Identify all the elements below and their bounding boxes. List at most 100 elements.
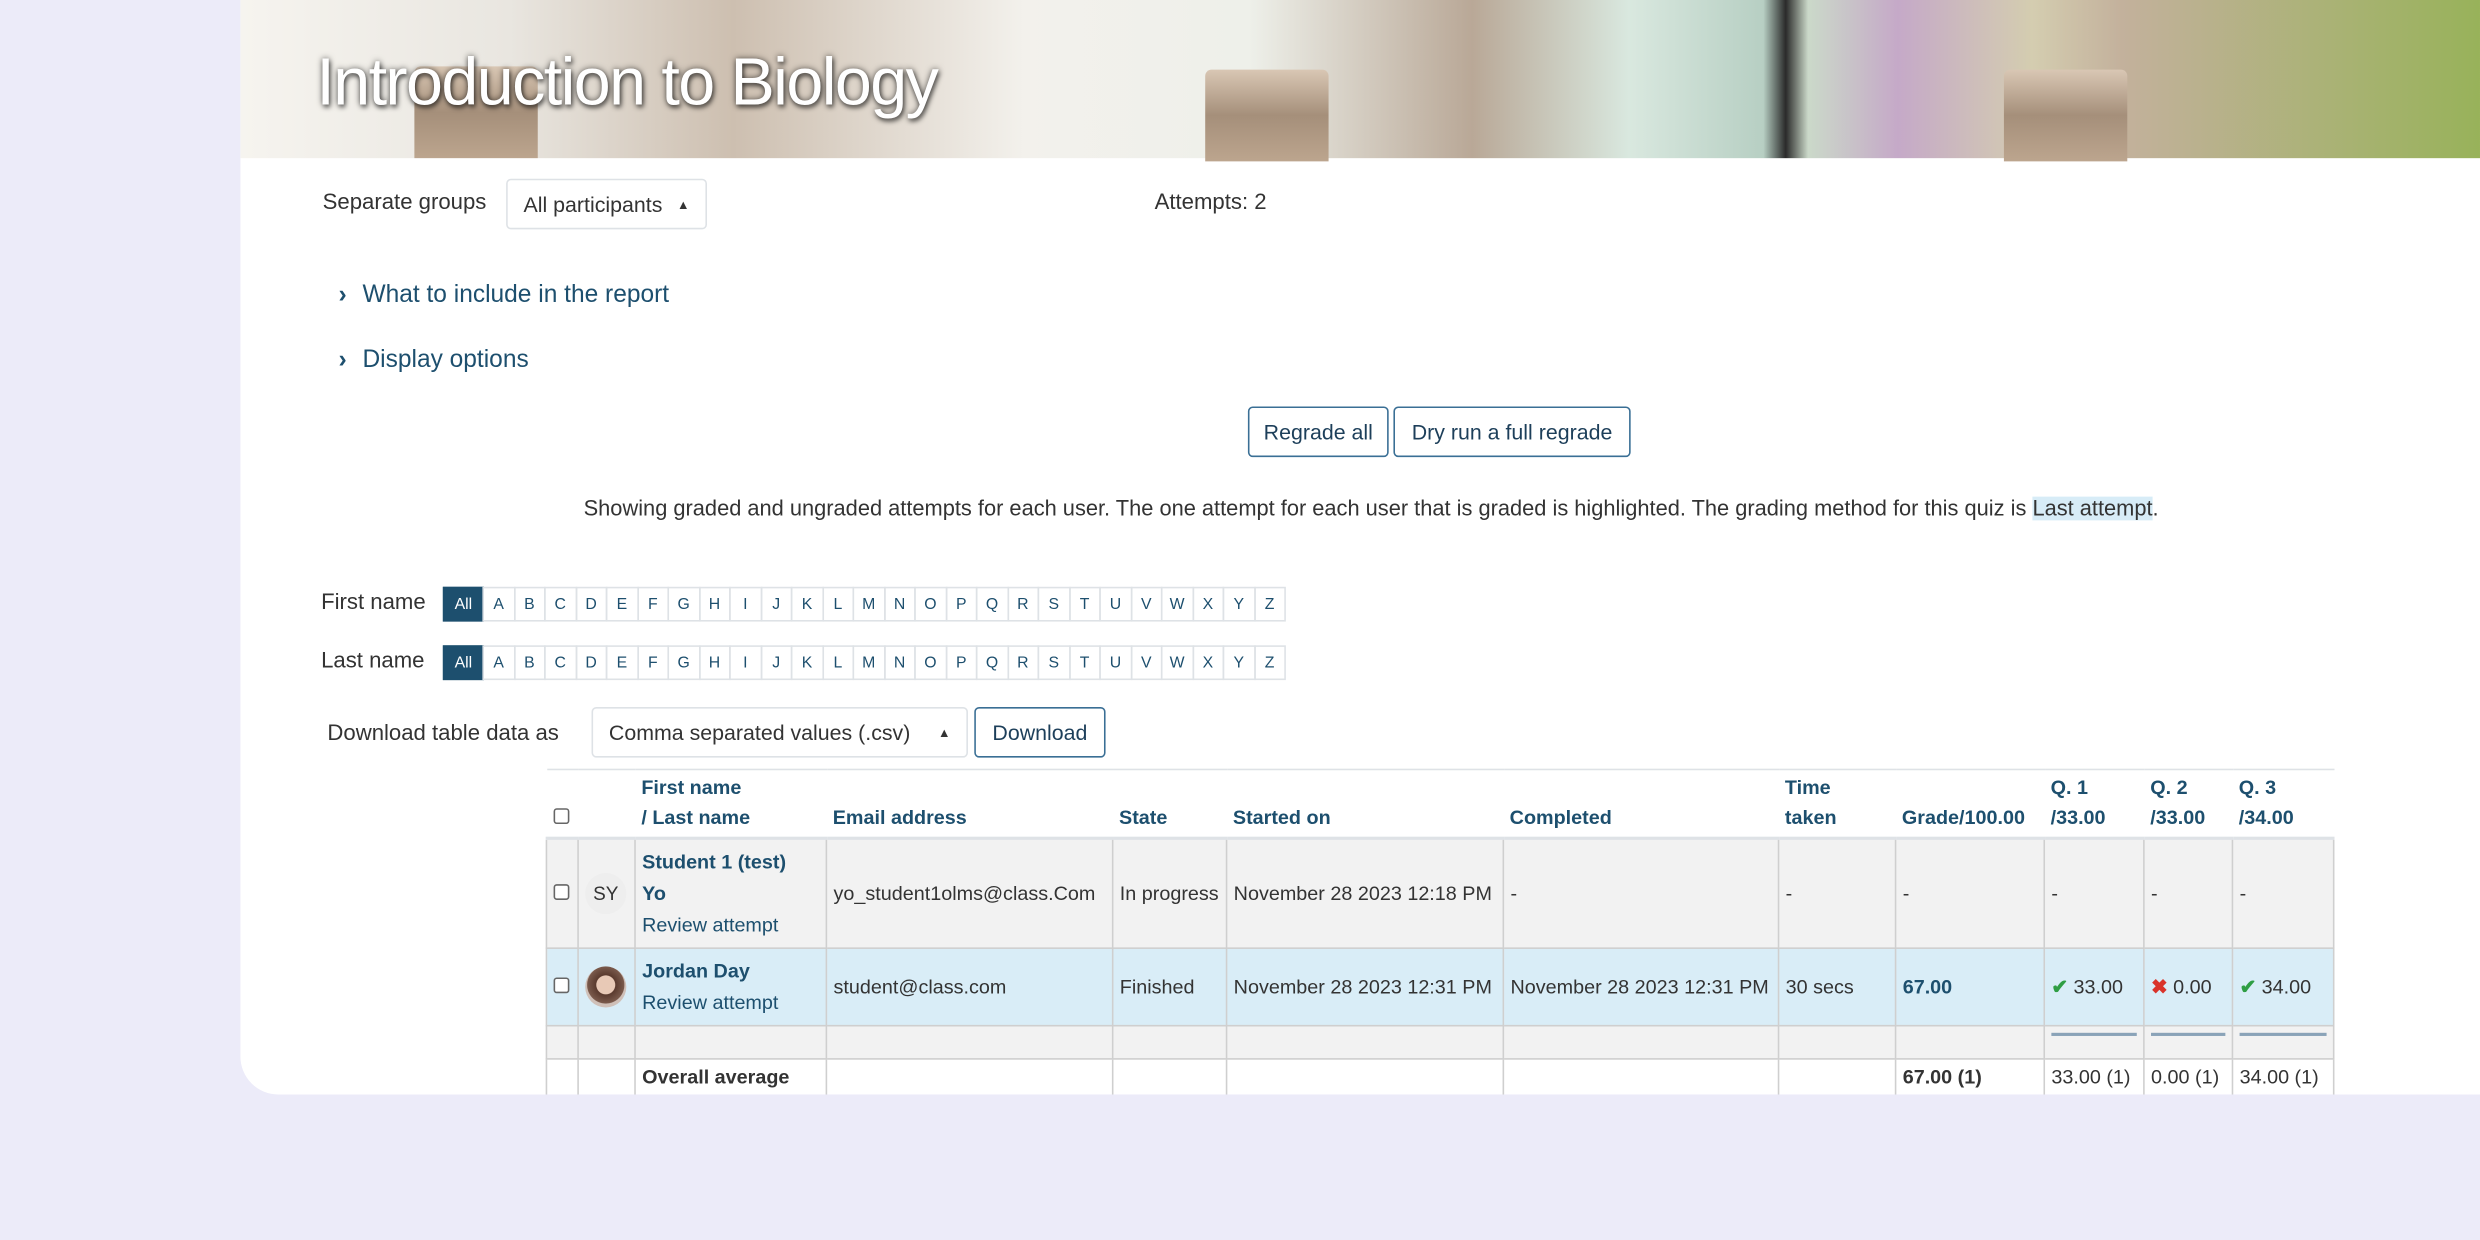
initial-k[interactable]: K: [790, 586, 824, 622]
initial-p[interactable]: P: [945, 586, 978, 622]
initial-e[interactable]: E: [605, 586, 639, 622]
initial-i[interactable]: I: [729, 645, 762, 681]
groups-label: Separate groups: [322, 188, 487, 214]
cross-icon: ✖: [2151, 975, 2168, 999]
initial-n[interactable]: N: [883, 645, 916, 681]
initial-r[interactable]: R: [1006, 645, 1040, 681]
col-name[interactable]: First name / Last name: [635, 768, 827, 840]
initial-e[interactable]: E: [605, 645, 639, 681]
initial-h[interactable]: H: [698, 586, 731, 622]
download-button[interactable]: Download: [974, 706, 1106, 758]
table-row: SY Student 1 (test) Yo Review attempt yo_s…: [545, 837, 2335, 949]
initial-all[interactable]: All: [442, 645, 484, 681]
initial-u[interactable]: U: [1099, 586, 1132, 622]
course-banner: Introduction to Biology: [240, 0, 2480, 162]
dry-run-regrade-button[interactable]: Dry run a full regrade: [1393, 406, 1631, 458]
first-name-label: First name: [321, 588, 426, 614]
download-format-select[interactable]: Comma separated values (.csv) ▲: [591, 706, 968, 758]
section-label: What to include in the report: [362, 281, 670, 309]
initial-x[interactable]: X: [1191, 586, 1225, 622]
course-title: Introduction to Biology: [316, 44, 939, 119]
initial-f[interactable]: F: [636, 645, 670, 681]
col-time[interactable]: Time taken: [1778, 768, 1896, 840]
initial-w[interactable]: W: [1160, 645, 1194, 681]
initial-b[interactable]: B: [513, 645, 546, 681]
initial-q[interactable]: Q: [975, 586, 1009, 622]
col-completed[interactable]: Completed: [1503, 768, 1779, 840]
initial-k[interactable]: K: [790, 645, 824, 681]
review-attempt-link[interactable]: Review attempt: [642, 991, 779, 1014]
q2-bar: [2151, 1032, 2226, 1036]
col-state[interactable]: State: [1112, 768, 1227, 840]
chevron-right-icon: ›: [338, 281, 347, 309]
q2-score[interactable]: ✖ 0.00: [2143, 947, 2234, 1027]
time-taken: -: [1777, 837, 1897, 949]
initial-c[interactable]: C: [544, 645, 577, 681]
initial-l[interactable]: L: [821, 645, 855, 681]
student-name-link[interactable]: Jordan Day: [642, 960, 750, 983]
time-taken: 30 secs: [1777, 947, 1897, 1027]
regrade-all-button[interactable]: Regrade all: [1247, 406, 1389, 458]
q2-score: -: [2143, 837, 2234, 949]
initial-r[interactable]: R: [1006, 586, 1040, 622]
initial-t[interactable]: T: [1068, 645, 1101, 681]
initial-m[interactable]: M: [852, 645, 885, 681]
initial-l[interactable]: L: [821, 586, 855, 622]
initial-n[interactable]: N: [883, 586, 916, 622]
initial-y[interactable]: Y: [1222, 645, 1256, 681]
initial-all[interactable]: All: [442, 586, 484, 622]
initial-o[interactable]: O: [914, 586, 947, 622]
student-name-link[interactable]: Student 1 (test) Yo: [642, 850, 787, 905]
initial-y[interactable]: Y: [1222, 586, 1256, 622]
initial-d[interactable]: D: [574, 586, 608, 622]
initial-f[interactable]: F: [636, 586, 670, 622]
col-q1[interactable]: Q. 1/33.00: [2044, 768, 2144, 840]
table-header: First name / Last name Email address Stat…: [546, 768, 2334, 840]
section-display-options[interactable]: › Display options: [338, 346, 528, 374]
chevron-right-icon: ›: [338, 346, 347, 374]
initial-i[interactable]: I: [729, 586, 762, 622]
row-checkbox[interactable]: [553, 884, 570, 900]
review-attempt-link[interactable]: Review attempt: [642, 914, 779, 937]
initial-d[interactable]: D: [574, 645, 608, 681]
groups-select[interactable]: All participants ▲: [506, 178, 707, 230]
initial-s[interactable]: S: [1037, 586, 1070, 622]
initial-v[interactable]: V: [1130, 586, 1163, 622]
col-started[interactable]: Started on: [1226, 768, 1504, 840]
average-grade: 67.00 (1): [1894, 1058, 2046, 1095]
initial-h[interactable]: H: [698, 645, 731, 681]
initial-m[interactable]: M: [852, 586, 885, 622]
initial-j[interactable]: J: [759, 586, 793, 622]
initial-v[interactable]: V: [1130, 645, 1163, 681]
col-q3[interactable]: Q. 3/34.00: [2232, 768, 2334, 840]
initial-q[interactable]: Q: [975, 645, 1009, 681]
initial-t[interactable]: T: [1068, 586, 1101, 622]
initial-p[interactable]: P: [945, 645, 978, 681]
initial-a[interactable]: A: [482, 645, 515, 681]
grade-link[interactable]: 67.00: [1894, 947, 2046, 1027]
initial-c[interactable]: C: [544, 586, 577, 622]
q1-score[interactable]: ✔ 33.00: [2043, 947, 2145, 1027]
first-name-initials-bar: All A B C D E F G H I J K L M N O P Q R S T U V W X Y Z: [442, 586, 1286, 622]
select-all-checkbox[interactable]: [552, 808, 569, 825]
col-grade[interactable]: Grade/100.00: [1895, 768, 2045, 840]
initial-u[interactable]: U: [1099, 645, 1132, 681]
initial-g[interactable]: G: [667, 645, 700, 681]
initial-z[interactable]: Z: [1253, 586, 1286, 622]
initial-s[interactable]: S: [1037, 645, 1070, 681]
initial-j[interactable]: J: [759, 645, 793, 681]
initial-w[interactable]: W: [1160, 586, 1194, 622]
initial-a[interactable]: A: [482, 586, 515, 622]
avatar: [585, 966, 627, 1008]
initial-b[interactable]: B: [513, 586, 546, 622]
row-checkbox[interactable]: [553, 977, 570, 994]
col-q2[interactable]: Q. 2/33.00: [2143, 768, 2233, 840]
initial-x[interactable]: X: [1191, 645, 1225, 681]
initial-g[interactable]: G: [667, 586, 700, 622]
q3-score[interactable]: ✔ 34.00: [2231, 947, 2335, 1027]
initial-o[interactable]: O: [914, 645, 947, 681]
col-email[interactable]: Email address: [826, 768, 1113, 840]
initial-z[interactable]: Z: [1253, 645, 1286, 681]
q3-score: -: [2231, 837, 2335, 949]
section-what-to-include[interactable]: › What to include in the report: [338, 282, 669, 310]
